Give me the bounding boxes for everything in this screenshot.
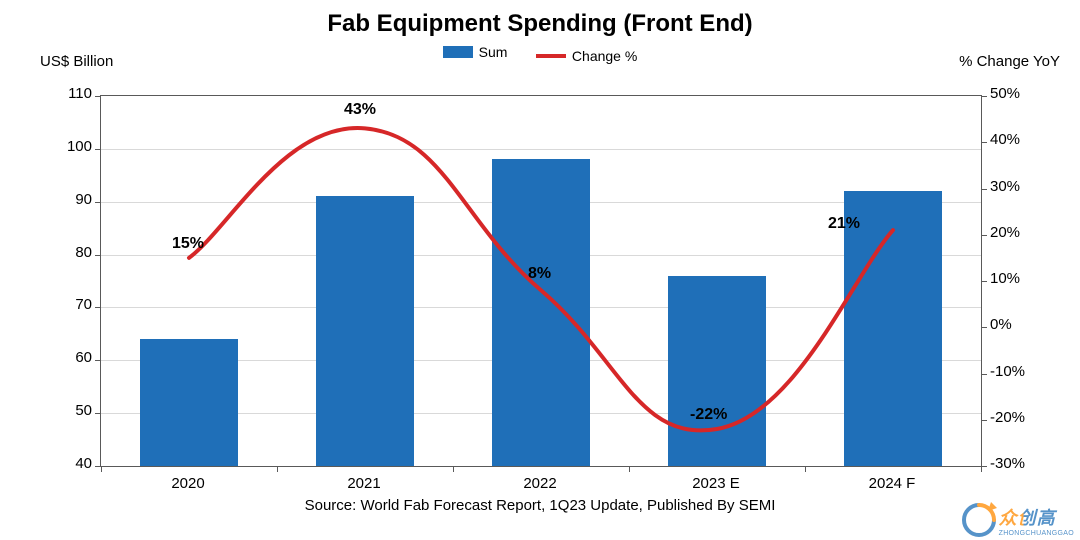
legend-item-change: Change % <box>536 48 637 64</box>
ytick-left-label: 90 <box>42 191 92 208</box>
ytick-left-label: 80 <box>42 244 92 261</box>
tick-mark-left <box>95 413 101 414</box>
tick-mark-left <box>95 360 101 361</box>
ytick-right-label: 10% <box>990 270 1020 287</box>
tick-mark-bottom <box>101 466 102 472</box>
chart-title: Fab Equipment Spending (Front End) <box>0 10 1080 38</box>
tick-mark-left <box>95 307 101 308</box>
ytick-left-label: 60 <box>42 349 92 366</box>
tick-mark-right <box>981 420 987 421</box>
bar <box>140 339 239 466</box>
tick-mark-bottom <box>805 466 806 472</box>
xtick-label: 2023 E <box>628 475 804 492</box>
legend: Sum Change % <box>0 44 1080 64</box>
xtick-label: 2020 <box>100 475 276 492</box>
gridline <box>101 149 981 150</box>
line-data-label: 15% <box>172 235 204 253</box>
ytick-right-label: -30% <box>990 455 1025 472</box>
ytick-left-label: 110 <box>42 85 92 102</box>
ytick-right-label: 30% <box>990 178 1020 195</box>
legend-swatch-bar <box>443 46 473 58</box>
bar <box>668 276 767 466</box>
ytick-right-label: -10% <box>990 363 1025 380</box>
xtick-label: 2024 F <box>804 475 980 492</box>
ytick-left-label: 50 <box>42 402 92 419</box>
ytick-right-label: 20% <box>990 224 1020 241</box>
tick-mark-bottom <box>981 466 982 472</box>
ytick-left-label: 100 <box>42 138 92 155</box>
legend-label-change: Change % <box>572 48 637 64</box>
ytick-right-label: 50% <box>990 85 1020 102</box>
line-data-label: -22% <box>690 406 727 424</box>
tick-mark-right <box>981 281 987 282</box>
bar <box>492 159 591 466</box>
tick-mark-bottom <box>277 466 278 472</box>
bar <box>316 196 415 466</box>
tick-mark-left <box>95 149 101 150</box>
tick-mark-right <box>981 235 987 236</box>
tick-mark-bottom <box>629 466 630 472</box>
line-data-label: 8% <box>528 265 551 283</box>
line-data-label: 43% <box>344 101 376 119</box>
xtick-label: 2022 <box>452 475 628 492</box>
xtick-label: 2021 <box>276 475 452 492</box>
tick-mark-right <box>981 374 987 375</box>
tick-mark-right <box>981 142 987 143</box>
tick-mark-left <box>95 202 101 203</box>
source-caption: Source: World Fab Forecast Report, 1Q23 … <box>0 497 1080 514</box>
legend-label-sum: Sum <box>479 44 508 60</box>
tick-mark-bottom <box>453 466 454 472</box>
ytick-right-label: 40% <box>990 131 1020 148</box>
legend-swatch-line <box>536 54 566 58</box>
tick-mark-left <box>95 96 101 97</box>
ytick-left-label: 70 <box>42 296 92 313</box>
ytick-right-label: 0% <box>990 316 1012 333</box>
tick-mark-right <box>981 189 987 190</box>
tick-mark-right <box>981 96 987 97</box>
ytick-right-label: -20% <box>990 409 1025 426</box>
legend-item-sum: Sum <box>443 44 508 60</box>
ytick-left-label: 40 <box>42 455 92 472</box>
line-data-label: 21% <box>828 215 860 233</box>
watermark-text-en: ZHONGCHUANGGAO <box>999 530 1074 537</box>
watermark-text-cn: 众创高 <box>999 504 1074 530</box>
watermark-logo: 众创高 ZHONGCHUANGGAO <box>961 502 1074 538</box>
tick-mark-left <box>95 255 101 256</box>
tick-mark-right <box>981 327 987 328</box>
